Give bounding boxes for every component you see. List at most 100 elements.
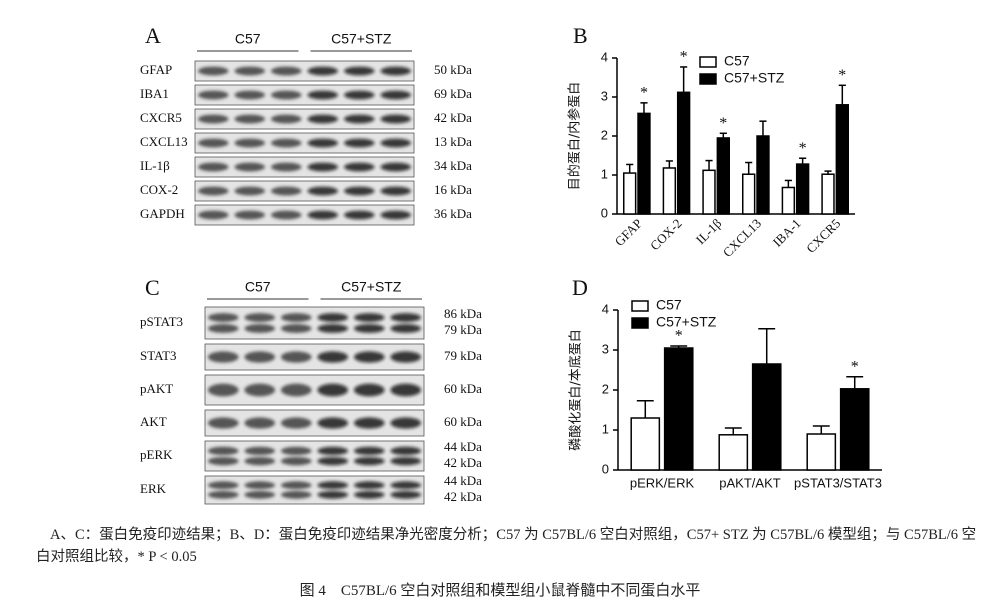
blot-band: [244, 481, 276, 490]
figure-title: 图 4 C57BL/6 空白对照组和模型组小鼠脊髓中不同蛋白水平: [299, 583, 701, 599]
blot-band: [234, 210, 266, 220]
blot-band: [317, 481, 349, 490]
x-tick-label: CXCL13: [720, 216, 764, 260]
legend-label: C57: [724, 53, 750, 69]
blot-band: [380, 138, 412, 148]
blot-band: [343, 90, 375, 100]
kda-label: 42 kDa: [444, 455, 482, 470]
y-tick-label: 3: [602, 341, 609, 356]
legend-swatch: [631, 317, 649, 329]
kda-label: 50 kDa: [434, 62, 472, 77]
y-tick-label: 0: [601, 205, 608, 220]
panel-label: A: [145, 23, 161, 48]
group-label: C57+STZ: [341, 279, 402, 295]
bar: [806, 433, 837, 471]
bar: [637, 112, 651, 215]
kda-label: 60 kDa: [444, 414, 482, 429]
kda-label: 34 kDa: [434, 158, 472, 173]
kda-label: 16 kDa: [434, 182, 472, 197]
blot-band: [234, 66, 266, 76]
blot-band: [380, 186, 412, 196]
blot-band: [353, 324, 385, 333]
blot-band: [207, 351, 239, 363]
group-label: C57: [245, 279, 271, 295]
blot-band: [244, 383, 276, 397]
panel-label: D: [572, 275, 588, 300]
panel-label: C: [145, 275, 160, 300]
blot-band: [343, 138, 375, 148]
blot-band: [307, 210, 339, 220]
blot-band: [280, 313, 312, 322]
blot-band: [390, 313, 422, 322]
blot-band: [207, 490, 239, 499]
protein-label: pSTAT3: [140, 314, 183, 329]
y-tick-label: 2: [602, 381, 609, 396]
protein-label: ERK: [140, 481, 167, 496]
blot-band: [244, 446, 276, 456]
blot-band: [380, 66, 412, 76]
blot-band: [343, 186, 375, 196]
blot-band: [280, 383, 312, 397]
bar: [795, 163, 810, 215]
blot-band: [234, 162, 266, 172]
blot-band: [317, 446, 349, 456]
blot-band: [343, 162, 375, 172]
protein-label: IL-1β: [140, 158, 170, 173]
x-tick-label: IL-1β: [693, 215, 725, 247]
bar: [821, 173, 835, 215]
blot-band: [353, 446, 385, 456]
blot-band: [343, 210, 375, 220]
significance-mark: *: [640, 85, 648, 102]
blot-band: [307, 114, 339, 124]
bar: [835, 104, 850, 215]
blot-band: [307, 66, 339, 76]
blot-band: [380, 114, 412, 124]
legend-label: C57+STZ: [724, 70, 785, 86]
kda-label: 44 kDa: [444, 439, 482, 454]
blot-band: [207, 324, 239, 333]
blot-band: [270, 138, 302, 148]
blot-band: [270, 114, 302, 124]
group-label: C57+STZ: [331, 31, 392, 47]
blot-band: [244, 313, 276, 322]
blot-band: [197, 66, 229, 76]
blot-strip: [194, 84, 415, 106]
blot-band: [197, 162, 229, 172]
blot-band: [317, 490, 349, 499]
blot-band: [207, 313, 239, 322]
blot-band: [343, 114, 375, 124]
blot-band: [280, 446, 312, 456]
blot-strip: [194, 156, 415, 178]
blot-band: [207, 481, 239, 490]
blot-band: [380, 162, 412, 172]
x-tick-label: COX-2: [647, 216, 685, 254]
significance-mark: *: [719, 115, 727, 132]
blot-band: [307, 186, 339, 196]
blot-band: [390, 446, 422, 456]
blot-strip: [194, 132, 415, 154]
group-label: C57: [235, 31, 261, 47]
blot-band: [270, 66, 302, 76]
blot-band: [317, 313, 349, 322]
blot-band: [197, 210, 229, 220]
blot-band: [353, 481, 385, 490]
blot-band: [307, 162, 339, 172]
kda-label: 60 kDa: [444, 381, 482, 396]
protein-label: CXCL13: [140, 134, 188, 149]
blot-band: [317, 324, 349, 333]
x-tick-label: IBA-1: [770, 216, 804, 250]
blot-strip: [194, 204, 415, 226]
blot-band: [244, 324, 276, 333]
blot-band: [317, 351, 349, 363]
kda-label: 69 kDa: [434, 86, 472, 101]
kda-label: 36 kDa: [434, 206, 472, 221]
protein-label: GAPDH: [140, 206, 185, 221]
kda-label: 86 kDa: [444, 306, 482, 321]
blot-strip: [194, 180, 415, 202]
blot-band: [353, 490, 385, 499]
kda-label: 42 kDa: [444, 489, 482, 504]
blot-band: [307, 90, 339, 100]
blot-band: [280, 324, 312, 333]
